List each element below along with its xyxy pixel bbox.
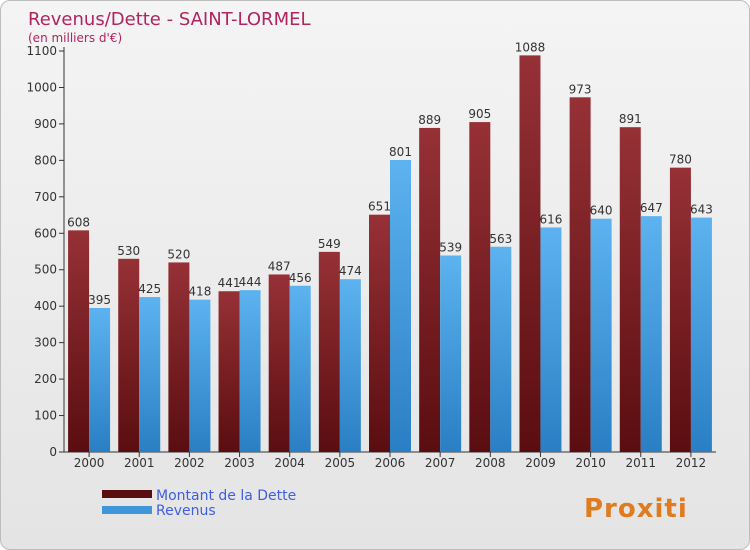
x-tick-label: 2008 [475, 456, 506, 470]
x-tick-label: 2003 [224, 456, 255, 470]
data-label-revenue: 425 [138, 282, 161, 296]
data-label-debt: 549 [318, 237, 341, 251]
bar-debt [419, 127, 441, 452]
data-label-revenue: 444 [239, 275, 262, 289]
data-label-debt: 780 [669, 153, 692, 167]
legend-swatch-debt [102, 490, 152, 498]
data-label-revenue: 643 [690, 203, 713, 217]
y-tick-label: 100 [34, 409, 57, 423]
x-tick-label: 2010 [575, 456, 606, 470]
data-label-revenue: 539 [439, 241, 462, 255]
data-label-debt: 891 [619, 112, 642, 126]
data-label-revenue: 456 [289, 271, 312, 285]
bar-debt [68, 230, 90, 452]
bar-debt [519, 55, 541, 453]
data-label-debt: 973 [569, 82, 592, 96]
data-label-revenue: 395 [88, 293, 111, 307]
y-tick-label: 200 [34, 372, 57, 386]
data-label-debt: 530 [117, 244, 140, 258]
bar-revenue [540, 227, 562, 452]
y-tick-label: 0 [49, 445, 57, 459]
y-tick-label: 500 [34, 263, 57, 277]
x-tick-label: 2002 [174, 456, 205, 470]
bar-debt [569, 97, 591, 452]
data-label-debt: 651 [368, 200, 391, 214]
y-tick-label: 800 [34, 153, 57, 167]
bar-debt [168, 262, 190, 452]
y-tick-label: 900 [34, 117, 57, 131]
bar-debt [619, 127, 641, 452]
bar-debt [669, 167, 691, 452]
data-label-revenue: 474 [339, 264, 362, 278]
bar-revenue [440, 255, 462, 452]
data-label-revenue: 640 [590, 204, 613, 218]
legend-swatch-revenue [102, 506, 152, 514]
bar-revenue [89, 308, 111, 452]
data-label-debt: 441 [218, 276, 241, 290]
proxiti-logo: Proxiti [584, 494, 688, 524]
bar-revenue [339, 279, 361, 452]
x-tick-label: 2006 [375, 456, 406, 470]
chart-axes: 0 100 200 300 400 500 600 700 800 900 1000 1100 2000… [26, 44, 716, 470]
y-tick-label: 300 [34, 336, 57, 350]
chart-title: Revenus/Dette - SAINT-LORMEL [28, 9, 311, 30]
x-tick-label: 2004 [274, 456, 305, 470]
x-tick-label: 2005 [325, 456, 356, 470]
bar-revenue [590, 218, 612, 452]
x-tick-label: 2012 [676, 456, 707, 470]
bar-revenue [139, 297, 161, 452]
x-tick-label: 2011 [625, 456, 656, 470]
bar-revenue [390, 159, 411, 452]
bar-revenue [490, 246, 512, 452]
bar-debt [268, 274, 290, 452]
bar-debt [469, 122, 491, 452]
bar-debt [118, 258, 140, 452]
chart-legend: Montant de la Dette Revenus [102, 488, 296, 519]
bar-debt [369, 214, 390, 452]
bar-revenue [189, 299, 211, 452]
bar-revenue [640, 216, 662, 452]
bar-debt [218, 291, 240, 452]
bar-revenue [289, 285, 311, 452]
data-label-debt: 1088 [515, 40, 546, 54]
bar-debt [318, 251, 340, 452]
data-label-debt: 520 [167, 247, 190, 261]
x-tick-label: 2001 [124, 456, 155, 470]
y-tick-label: 400 [34, 299, 57, 313]
logo-text: Proxiti [584, 494, 688, 524]
y-tick-label: 1000 [26, 80, 57, 94]
data-label-revenue: 418 [188, 285, 211, 299]
data-label-revenue: 563 [489, 232, 512, 246]
data-label-revenue: 616 [540, 212, 563, 226]
bar-revenue [239, 290, 261, 452]
data-label-debt: 487 [268, 259, 291, 273]
x-tick-label: 2000 [74, 456, 105, 470]
data-label-debt: 608 [67, 215, 90, 229]
chart-bars [68, 55, 712, 453]
data-label-revenue: 647 [640, 201, 663, 215]
x-tick-label: 2009 [525, 456, 556, 470]
legend-label-debt: Montant de la Dette [156, 488, 296, 504]
data-label-revenue: 801 [389, 145, 412, 159]
y-tick-label: 600 [34, 226, 57, 240]
y-tick-label: 700 [34, 190, 57, 204]
data-label-debt: 889 [418, 113, 441, 127]
x-tick-label: 2007 [425, 456, 456, 470]
data-label-debt: 905 [468, 107, 491, 121]
y-tick-label: 1100 [26, 44, 57, 58]
chart-subtitle: (en milliers d'€) [28, 31, 122, 45]
legend-label-revenue: Revenus [156, 503, 216, 519]
bar-revenue [690, 217, 712, 452]
